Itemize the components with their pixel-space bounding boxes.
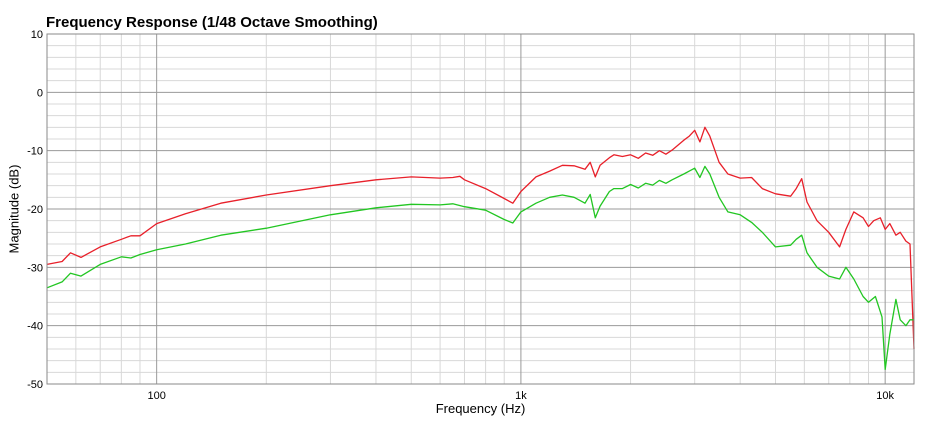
y-axis-label: Magnitude (dB) — [6, 164, 22, 254]
series-line-1 — [46, 126, 915, 350]
series-lines — [46, 126, 915, 371]
y-tick-label: 0 — [37, 87, 43, 99]
series-line-2 — [46, 165, 914, 371]
x-axis-label: Frequency (Hz) — [435, 401, 526, 416]
y-tick-label: -50 — [27, 379, 43, 391]
y-tick-label: -30 — [27, 262, 43, 274]
x-tick-label: 10k — [876, 390, 894, 402]
x-tick-label: 100 — [147, 390, 165, 402]
x-tick-label: 1k — [515, 390, 527, 402]
y-axis-ticks: 10 0 -10 -20 -30 -40 -50 — [27, 29, 43, 391]
y-tick-label: -10 — [27, 146, 43, 158]
x-axis-ticks: 100 1k 10k — [147, 390, 894, 402]
y-tick-label: 10 — [31, 29, 43, 41]
y-tick-label: -40 — [27, 321, 43, 333]
plot-area-frame — [46, 33, 915, 385]
chart-title: Frequency Response (1/48 Octave Smoothin… — [46, 14, 378, 31]
y-tick-label: -20 — [27, 204, 43, 216]
